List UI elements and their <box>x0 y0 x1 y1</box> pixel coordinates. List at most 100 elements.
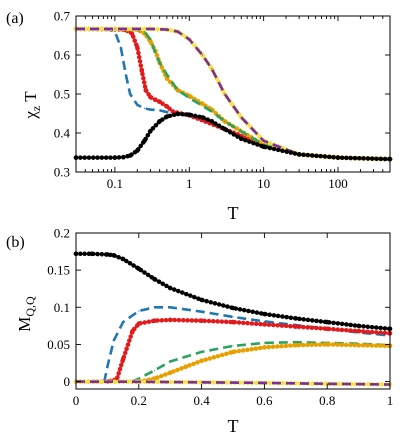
panel-a-series-1-point <box>135 44 140 50</box>
panel-a-series-6-point <box>200 115 205 120</box>
panel-b-series-3-point <box>232 345 234 347</box>
panel-a-series-3-point <box>143 31 146 33</box>
panel-b-series-1-point <box>153 306 156 308</box>
panel-b-series-0-point <box>230 305 236 311</box>
panel-a-series-1-point <box>129 31 135 36</box>
panel-b-x-tick-label: 1 <box>387 393 394 408</box>
panel-b-series-2-point <box>167 317 173 323</box>
panel-a-series-5-point <box>149 28 151 30</box>
panel-a-series-5-line <box>76 27 391 161</box>
panel-a-ticks: 0.1 1 10 100 0.3 0.4 0.5 0.6 0.7 <box>54 9 391 191</box>
panel-b: (b) MQ,Q T 0 0.2 0.4 0.6 0.8 1 0 0.05 0.1 0.15 0.2 <box>6 226 393 437</box>
panel-b-series-0-point <box>293 316 299 321</box>
panel-b-series-0-point <box>105 252 110 257</box>
panel-a-series-5-point <box>263 140 265 142</box>
panel-a-series-5-point <box>177 31 179 33</box>
panel-a-series-5-point <box>114 28 116 30</box>
panel-a-series-2-point <box>187 93 192 99</box>
panel-b-y-tick-label: 0.1 <box>54 300 70 315</box>
panel-a-series-6-point <box>187 112 192 117</box>
panel-a-x-axis-label: T <box>228 203 239 223</box>
panel-b-series-1-point <box>106 366 108 368</box>
panel-a-series-6-point <box>148 128 153 134</box>
panel-b-x-axis-label: T <box>228 416 239 436</box>
panel-a-series-2-point <box>200 101 205 107</box>
panel-b-series-1-point <box>138 310 140 312</box>
panel-b-series-0-point <box>120 256 126 262</box>
panel-a-label: (a) <box>6 10 24 27</box>
panel-b-series-0-point <box>152 276 157 282</box>
panel-a-series-6-point <box>175 111 180 117</box>
panel-a-series-6-point <box>142 138 147 144</box>
panel-a-series-6-point <box>222 126 227 132</box>
panel-a-series-2-dots <box>73 26 393 162</box>
panel-a-series-6-point <box>261 144 266 149</box>
panel-a-series-0-point <box>120 46 122 48</box>
panel-b-series-4-point <box>183 364 189 370</box>
panel-a-series-3-point <box>177 89 179 91</box>
panel-a-series-0-line <box>75 27 391 161</box>
panel-a-series-6-point <box>335 155 341 160</box>
panel-b-plot-frame <box>75 232 391 390</box>
panel-b-series-2-point <box>199 318 204 324</box>
panel-b-series-4-point <box>293 342 299 348</box>
panel-b-x-tick-label: 0 <box>73 393 80 408</box>
panel-a-series-3-point <box>188 97 190 99</box>
panel-b-series-1-point <box>113 340 115 342</box>
panel-a-series-5-point <box>224 93 226 95</box>
panel-b-series-1-point <box>122 321 124 323</box>
panel-a-series-1-point <box>153 97 158 103</box>
panel-b-series-6-line <box>75 380 391 386</box>
panel-b-series-6-point <box>138 381 140 383</box>
panel-a-series-3-point <box>154 52 156 54</box>
panel-a-series-0-point <box>129 93 131 95</box>
panel-a-series-1-point <box>164 104 170 109</box>
panel-b-series-6-point <box>263 382 265 384</box>
panel-b-series-0-point <box>136 266 142 272</box>
panel-b-series-2-point <box>230 319 236 325</box>
panel-b-series-1-point <box>169 306 171 308</box>
panel-b-series-1-point <box>263 320 265 322</box>
panel-a-series-3-point <box>149 38 151 41</box>
panel-a-series-0-point <box>159 109 161 111</box>
panel-a-series-5-point <box>240 116 242 118</box>
panel-a-series-3-point <box>211 110 213 113</box>
panel-a-y-tick-label: 0.5 <box>54 87 70 102</box>
panel-b-series-3-point <box>153 369 156 371</box>
panel-b-series-4-point <box>230 349 236 355</box>
panel-a-series-1-point <box>148 94 153 100</box>
panel-b-series-3-point <box>201 351 203 353</box>
panel-a-x-tick-label: 100 <box>328 176 348 191</box>
panel-a-series-6-point <box>135 148 140 153</box>
panel-a-series-6-point <box>164 114 170 119</box>
panel-b-series-1-point <box>201 311 203 313</box>
panel-a-series-5-point <box>211 68 213 70</box>
panel-b-series-2-point <box>130 328 135 334</box>
panel-b-series-0-point <box>262 311 267 317</box>
panel-a-series-1-point <box>157 99 162 105</box>
panel-b-series-3-line <box>76 340 391 383</box>
panel-b-x-tick-label: 0.6 <box>256 393 273 408</box>
panel-b-series-2-point <box>262 322 267 327</box>
panel-a-plot-frame <box>75 15 391 173</box>
panel-a-x-tick-label: 0.1 <box>107 176 123 191</box>
panel-a-y-axis-label: χz T <box>21 91 43 120</box>
panel-b-series-2-point <box>120 357 126 362</box>
panel-a-series-6-point <box>157 119 162 124</box>
panel-a-y-tick-label: 0.6 <box>54 48 71 63</box>
panel-a-series-6-point <box>296 152 302 157</box>
panel-a-series-6-point <box>112 155 118 160</box>
panel-b-series-6-point <box>201 381 203 383</box>
panel-b-series-3-point <box>169 360 171 363</box>
panel-a-series-0-point <box>125 73 127 76</box>
panel-a-series-0-point <box>136 104 138 106</box>
panel-a-series-4-dots <box>73 26 393 162</box>
panel-b-series-0-dots <box>73 251 393 332</box>
panel-a-series-3-point <box>159 62 161 64</box>
panel-a-series-6-point <box>239 136 244 142</box>
panel-b-x-tick-label: 0.8 <box>319 393 335 408</box>
panel-b-y-axis-label: MQ,Q <box>15 296 37 332</box>
panel-b-y-tick-label: 0.15 <box>47 263 70 278</box>
panel-a-series-5-point <box>166 29 168 31</box>
panel-b-series-1-point <box>232 316 234 318</box>
